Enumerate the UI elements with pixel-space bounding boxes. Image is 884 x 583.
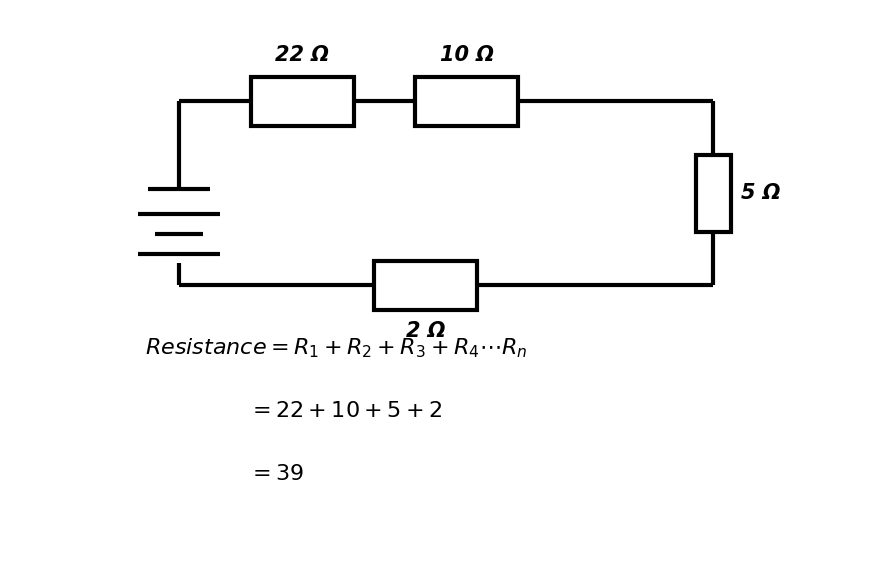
- Text: $\mathbf{\mathit{Resistance}}$$\mathbf{\mathit{ = R_1 + R_2 + R_3 + R_4 {\cdots}: $\mathbf{\mathit{Resistance}}$$\mathbf{\…: [145, 336, 527, 360]
- Text: $\mathbf{\mathit{= 22 + 10 + 5 + 2}}$: $\mathbf{\mathit{= 22 + 10 + 5 + 2}}$: [248, 401, 441, 421]
- Bar: [415, 77, 518, 126]
- Text: 10 Ω: 10 Ω: [439, 45, 494, 65]
- Bar: [697, 155, 730, 231]
- Text: $\mathbf{\mathit{= 39}}$: $\mathbf{\mathit{= 39}}$: [248, 464, 303, 484]
- Text: 22 Ω: 22 Ω: [275, 45, 330, 65]
- Bar: [251, 77, 354, 126]
- Text: 5 Ω: 5 Ω: [741, 184, 781, 203]
- Bar: [374, 261, 477, 310]
- Text: 2 Ω: 2 Ω: [406, 321, 446, 342]
